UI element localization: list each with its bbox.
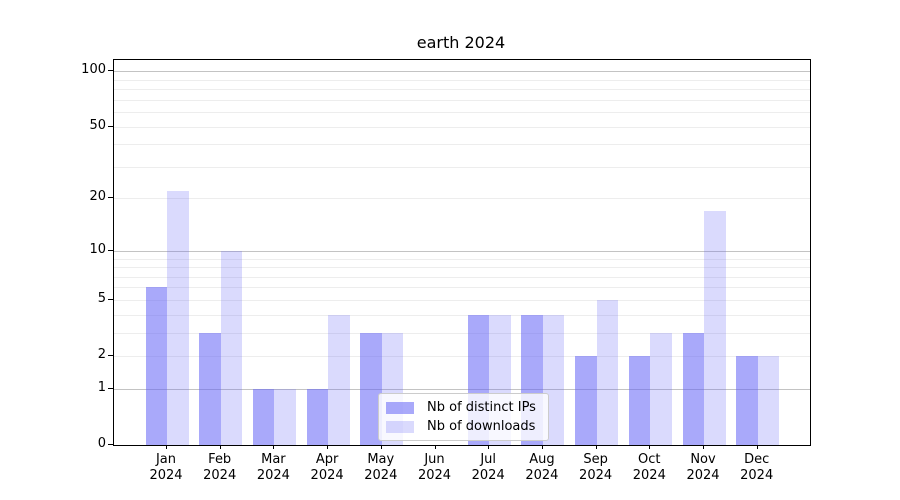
y-tick-label-100: 100 <box>81 62 106 78</box>
x-tick-dec <box>756 445 758 449</box>
legend-row-downloads: Nb of downloads <box>386 417 540 436</box>
bar-ips-dec <box>736 356 758 445</box>
y-tick-label-1: 1 <box>97 379 106 395</box>
x-tick-label-oct: Oct 2024 <box>632 452 666 483</box>
x-tick-mar <box>273 445 275 449</box>
x-tick-jul <box>488 445 490 449</box>
x-tick-feb <box>219 445 221 449</box>
x-tick-jun <box>434 445 436 449</box>
major-gridline-1 <box>114 388 810 390</box>
bar-downloads-nov <box>704 210 726 445</box>
y-tick-5 <box>108 298 113 300</box>
x-tick-label-sep: Sep 2024 <box>579 452 613 483</box>
bar-ips-may <box>360 332 382 445</box>
legend-swatch-ips <box>386 401 414 414</box>
minor-gridline-2 <box>114 356 810 357</box>
y-tick-label-20: 20 <box>89 189 106 205</box>
bar-ips-mar <box>252 388 275 445</box>
x-tick-label-jun: Jun 2024 <box>417 452 452 483</box>
x-tick-label-aug: Aug 2024 <box>525 452 559 483</box>
x-tick-label-apr: Apr 2024 <box>310 452 344 483</box>
y-tick-label-10: 10 <box>89 241 106 257</box>
y-tick-10 <box>108 249 113 251</box>
minor-gridline-20 <box>114 198 810 200</box>
minor-gridline-70 <box>114 99 810 101</box>
minor-gridline-3 <box>114 332 810 334</box>
minor-gridline-90 <box>114 79 810 81</box>
x-tick-apr <box>327 445 329 449</box>
bar-ips-sep <box>575 356 597 445</box>
bar-downloads-mar <box>274 388 296 445</box>
x-tick-sep <box>595 445 597 449</box>
y-tick-1 <box>108 387 113 389</box>
y-tick-100 <box>108 70 113 72</box>
major-gridline-10 <box>114 250 810 252</box>
bar-downloads-dec <box>757 356 780 445</box>
x-tick-jan <box>166 445 167 449</box>
chart-title: earth 2024 <box>416 33 506 52</box>
y-tick-label-2: 2 <box>97 347 106 362</box>
y-tick-0 <box>108 444 113 445</box>
bar-ips-jan <box>145 287 167 445</box>
minor-gridline-50 <box>114 126 810 128</box>
major-gridline-100 <box>114 71 810 73</box>
y-tick-label-5: 5 <box>97 290 106 306</box>
x-tick-label-jul: Jul 2024 <box>471 452 505 483</box>
bar-ips-oct <box>628 356 651 445</box>
minor-gridline-7 <box>114 276 810 278</box>
legend-label-downloads: Nb of downloads <box>427 419 536 434</box>
plot-area: Nb of distinct IPs Nb of downloads <box>113 59 811 446</box>
y-tick-2 <box>108 355 113 356</box>
x-tick-label-mar: Mar 2024 <box>256 452 290 483</box>
minor-gridline-8 <box>114 267 810 268</box>
x-tick-aug <box>541 445 543 449</box>
minor-gridline-60 <box>114 112 810 114</box>
minor-gridline-30 <box>114 166 810 168</box>
y-tick-label-0: 0 <box>97 436 106 451</box>
x-tick-label-jan: Jan 2024 <box>149 452 183 483</box>
x-tick-label-feb: Feb 2024 <box>203 452 237 483</box>
bar-ips-feb <box>199 332 221 445</box>
minor-gridline-6 <box>114 287 810 289</box>
bar-ips-nov <box>682 332 704 445</box>
minor-gridline-80 <box>114 89 810 91</box>
x-tick-label-dec: Dec 2024 <box>740 452 774 483</box>
x-tick-oct <box>649 445 651 449</box>
minor-gridline-5 <box>114 299 810 301</box>
legend-row-ips: Nb of distinct IPs <box>386 398 540 417</box>
legend-swatch-downloads <box>386 420 414 433</box>
bar-ips-apr <box>306 388 329 445</box>
bar-downloads-oct <box>650 332 672 445</box>
x-tick-may <box>380 445 382 449</box>
y-tick-20 <box>108 197 113 199</box>
minor-gridline-40 <box>114 144 810 146</box>
minor-gridline-4 <box>114 314 810 316</box>
legend: Nb of distinct IPs Nb of downloads <box>378 393 549 441</box>
x-tick-label-may: May 2024 <box>364 452 398 483</box>
x-tick-label-nov: Nov 2024 <box>686 452 720 483</box>
bar-downloads-apr <box>328 314 350 445</box>
bar-downloads-sep <box>596 299 619 445</box>
minor-gridline-9 <box>114 258 810 260</box>
y-tick-50 <box>108 125 113 127</box>
bar-downloads-jan <box>167 191 189 445</box>
legend-label-ips: Nb of distinct IPs <box>427 400 536 415</box>
y-tick-label-50: 50 <box>89 117 106 133</box>
x-tick-nov <box>703 445 704 449</box>
bar-downloads-feb <box>220 250 243 445</box>
